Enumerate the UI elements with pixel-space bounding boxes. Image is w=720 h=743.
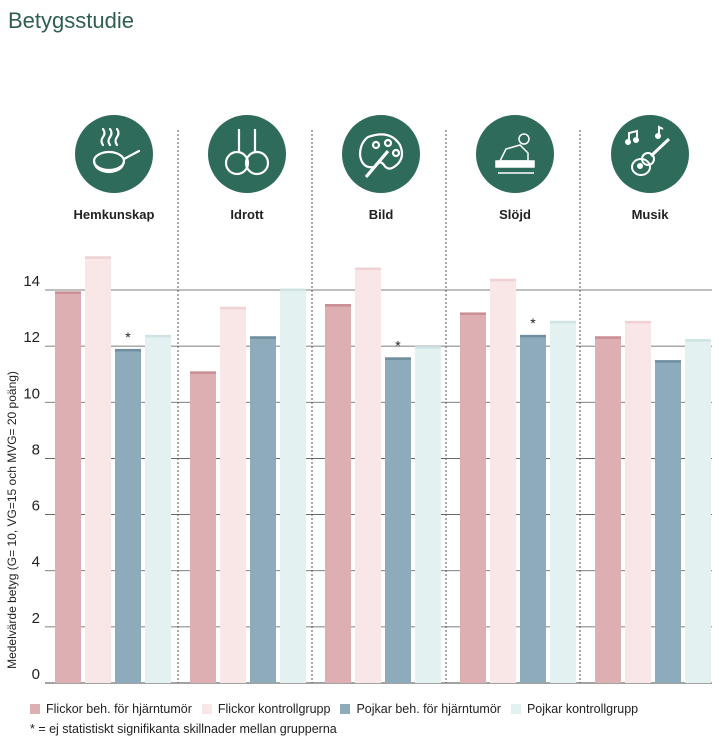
bar-flickor-beh-för-hjärntumör-hemkunskap xyxy=(55,291,81,683)
y-tick-label: 10 xyxy=(23,385,40,402)
bar-top-edge xyxy=(325,304,351,307)
paint-palette-icon xyxy=(342,115,420,193)
legend-item: Flickor beh. för hjärntumör xyxy=(30,702,192,716)
legend-label: Pojkar kontrollgrupp xyxy=(526,702,639,716)
subject-label: Idrott xyxy=(230,207,264,222)
frying-pan-icon xyxy=(75,115,153,193)
bar-top-edge xyxy=(520,334,546,338)
bar-top-edge xyxy=(250,336,276,339)
bar-pojkar-beh-för-hjärntumör-slöjd xyxy=(520,334,546,683)
bar-top-edge xyxy=(115,348,141,352)
bar-flickor-kontrollgrupp-idrott xyxy=(220,306,246,683)
significance-mark: * xyxy=(125,329,131,345)
legend-swatch xyxy=(510,704,521,714)
bar-pojkar-beh-för-hjärntumör-idrott xyxy=(250,336,276,683)
gymnastic-rings-icon xyxy=(208,115,286,193)
y-tick-label: 2 xyxy=(32,610,40,627)
legend-label: Flickor beh. för hjärntumör xyxy=(46,702,192,716)
bar-top-edge xyxy=(595,336,621,339)
guitar-notes-icon xyxy=(611,115,689,193)
legend: Flickor beh. för hjärntumör Flickor kontr… xyxy=(30,702,720,736)
bar-pojkar-kontrollgrupp-hemkunskap xyxy=(145,334,171,683)
bar-pojkar-beh-för-hjärntumör-musik xyxy=(655,360,681,683)
bar-flickor-kontrollgrupp-hemkunskap xyxy=(85,256,111,683)
y-tick-label: 4 xyxy=(32,554,40,571)
y-tick-label: 6 xyxy=(32,498,40,515)
y-tick-label: 8 xyxy=(32,441,40,458)
legend-swatch xyxy=(340,704,351,714)
bar-flickor-beh-för-hjärntumör-bild xyxy=(325,304,351,683)
subject-label: Slöjd xyxy=(499,207,531,222)
legend-item: Pojkar beh. för hjärntumör xyxy=(340,702,501,716)
bar-top-edge xyxy=(490,278,516,282)
legend-swatch xyxy=(30,704,40,714)
y-axis-label: Medelvärde betyg (G= 10, VG=15 och MVG= … xyxy=(5,371,19,669)
bar-pojkar-kontrollgrupp-slöjd xyxy=(550,320,576,683)
wood-plane-icon xyxy=(476,115,554,193)
bar-flickor-kontrollgrupp-bild xyxy=(355,267,381,683)
bar-top-edge xyxy=(190,371,216,374)
bar-top-edge xyxy=(685,339,711,342)
legend-swatch xyxy=(201,704,212,714)
significance-mark: * xyxy=(530,315,536,331)
bar-flickor-beh-för-hjärntumör-idrott xyxy=(190,371,216,683)
bar-top-edge xyxy=(355,267,381,271)
bar-pojkar-kontrollgrupp-bild xyxy=(415,346,441,683)
bar-pojkar-kontrollgrupp-musik xyxy=(685,339,711,683)
bar-flickor-beh-för-hjärntumör-musik xyxy=(595,336,621,683)
subject-label: Bild xyxy=(368,207,394,222)
chart-title: Betygsstudie xyxy=(8,8,134,33)
significance-mark: * xyxy=(395,337,401,353)
legend-item: Flickor kontrollgrupp xyxy=(201,702,331,716)
subject-label: Hemkunskap xyxy=(73,207,155,222)
bar-top-edge xyxy=(145,334,171,338)
bar-top-edge xyxy=(550,320,576,324)
bar-flickor-kontrollgrupp-musik xyxy=(625,320,651,683)
bar-pojkar-beh-för-hjärntumör-bild xyxy=(385,357,411,683)
bar-chart: 0 2 4 6 8 10 12 14 Medelvärde betyg (G= 10, VG=1… xyxy=(5,130,712,684)
bar-top-edge xyxy=(460,312,486,315)
bar-flickor-kontrollgrupp-slöjd xyxy=(490,278,516,683)
y-tick-label: 14 xyxy=(23,273,40,290)
y-tick-label: 0 xyxy=(32,666,40,683)
bar-top-edge xyxy=(280,288,306,292)
bar-pojkar-beh-för-hjärntumör-hemkunskap xyxy=(115,348,141,683)
bar-pojkar-kontrollgrupp-idrott xyxy=(280,288,306,683)
legend-item: Pojkar kontrollgrupp xyxy=(510,702,639,716)
bar-flickor-beh-för-hjärntumör-slöjd xyxy=(460,312,486,683)
bar-top-edge xyxy=(220,306,246,310)
significance-note: * = ej statistiskt signifikanta skillnad… xyxy=(30,722,337,736)
legend-label: Flickor kontrollgrupp xyxy=(217,702,331,716)
bar-top-edge xyxy=(655,360,681,363)
bar-top-edge xyxy=(385,357,411,360)
bar-top-edge xyxy=(625,320,651,324)
bar-top-edge xyxy=(55,291,81,294)
y-tick-label: 12 xyxy=(23,329,40,346)
bar-top-edge xyxy=(415,346,441,349)
subject-label: Musik xyxy=(631,207,669,222)
bar-top-edge xyxy=(85,256,111,259)
legend-label: Pojkar beh. för hjärntumör xyxy=(356,702,501,716)
